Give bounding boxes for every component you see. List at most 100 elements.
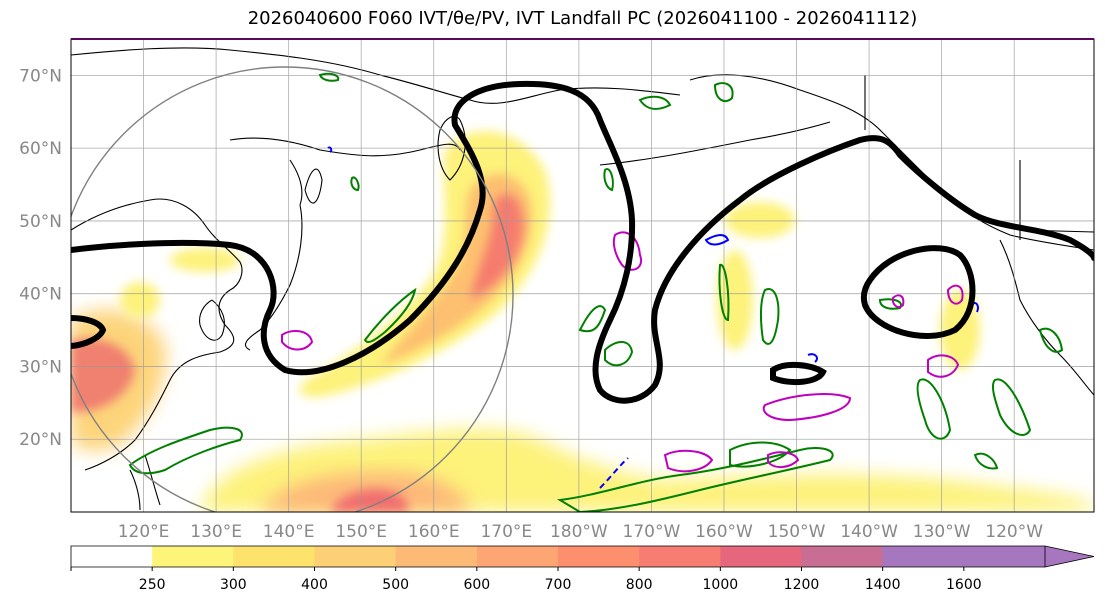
ivt-china-core xyxy=(71,338,135,412)
colorbar: 250 300 400 500 600 700 800 1000 1200 1400 1600 xyxy=(70,545,1095,593)
lon-label: 140°E xyxy=(263,522,315,542)
pv-magenta-2 xyxy=(281,329,314,351)
ivt-patch-2 xyxy=(725,202,795,238)
pv-blue-5 xyxy=(327,146,333,153)
landfall-circle xyxy=(71,66,514,512)
coast-aleutians xyxy=(599,121,831,166)
colorbar-segment xyxy=(395,546,478,567)
pv-magenta-4 xyxy=(663,449,714,473)
colorbar-tick-label: 800 xyxy=(626,577,653,593)
pv-green-6 xyxy=(759,288,780,345)
ivt-tropical-peak xyxy=(330,489,409,512)
pv-blue-1 xyxy=(704,234,730,246)
coast-japan xyxy=(245,159,303,351)
pv-green-14 xyxy=(603,168,614,192)
pv-green-1 xyxy=(363,287,417,343)
colorbar-segment xyxy=(152,546,234,567)
colorbar-tick-label: 1600 xyxy=(946,577,982,593)
theta-e-loop xyxy=(860,245,976,339)
coast-kamchatka xyxy=(437,115,466,181)
colorbar-tick-label: 1000 xyxy=(703,577,739,593)
lon-label: 160°W xyxy=(695,522,753,542)
colorbar-segment xyxy=(558,546,640,567)
colorbar-tick-label: 700 xyxy=(545,577,572,593)
pv-green-15 xyxy=(350,176,360,192)
colorbar-tick-label: 600 xyxy=(463,577,490,593)
pv-blue-3 xyxy=(807,353,818,363)
coast-alaska xyxy=(689,74,1094,251)
coast-okhotsk xyxy=(229,137,461,157)
colorbar-segment xyxy=(233,546,315,567)
lon-label: 140°W xyxy=(840,522,898,542)
pv-green-10 xyxy=(713,82,734,103)
lon-labels: 120°E 130°E 140°E 150°E 160°E 170°E 180°W 170°W… xyxy=(118,522,1044,542)
colorbar-tick-label: 1400 xyxy=(865,577,901,593)
lat-label: 30°N xyxy=(19,357,62,377)
colorbar-extend-arrow xyxy=(1044,545,1095,568)
pv-magenta-7 xyxy=(946,284,964,305)
theta-e-contours xyxy=(71,80,1094,404)
pv-magenta-6 xyxy=(927,354,960,378)
colorbar-segment xyxy=(639,546,721,567)
colorbar-tick-label: 1200 xyxy=(784,577,820,593)
lon-label: 180°W xyxy=(550,522,608,542)
lat-label: 20°N xyxy=(19,430,62,450)
pv-magenta-contours xyxy=(281,231,964,473)
lat-label: 60°N xyxy=(19,139,62,159)
ivt-shading xyxy=(71,131,1094,512)
pv-green-contours xyxy=(128,72,1064,512)
colorbar-tick-label: 250 xyxy=(139,577,166,593)
pv-green-12 xyxy=(973,452,999,470)
colorbar-segment xyxy=(314,546,397,567)
pv-magenta-3 xyxy=(762,393,852,422)
colorbar-segment xyxy=(882,546,965,567)
theta-e-west xyxy=(71,315,107,349)
map-background xyxy=(71,39,1094,512)
lon-label: 150°W xyxy=(768,522,826,542)
coast-asia xyxy=(71,198,243,471)
lat-label: 50°N xyxy=(19,212,62,232)
lon-label: 150°E xyxy=(335,522,387,542)
colorbar-tick-label: 500 xyxy=(382,577,409,593)
lon-label: 160°E xyxy=(408,522,460,542)
pv-green-13 xyxy=(729,441,792,468)
pv-blue-2 xyxy=(599,457,629,489)
lat-labels: 70°N 60°N 50°N 40°N 30°N 20°N xyxy=(19,66,62,450)
colorbar-segment xyxy=(720,546,802,567)
coast-sakhalin xyxy=(304,168,323,204)
lon-label: 130°E xyxy=(190,522,242,542)
pv-green-2 xyxy=(128,426,243,475)
lon-label: 120°E xyxy=(118,522,170,542)
pv-green-4 xyxy=(578,305,607,333)
lon-label: 120°W xyxy=(985,522,1043,542)
ivt-patch-1 xyxy=(170,248,240,272)
pv-green-3 xyxy=(557,447,834,512)
ivt-patch-5 xyxy=(120,282,160,318)
colorbar-segment xyxy=(476,546,559,567)
pv-green-16 xyxy=(318,72,340,82)
coast-northamerica xyxy=(999,239,1094,396)
pv-magenta-5 xyxy=(767,451,800,468)
pv-green-9 xyxy=(638,95,672,110)
colorbar-segment xyxy=(963,546,1046,567)
lat-label: 70°N xyxy=(19,66,62,86)
pv-green-11 xyxy=(1038,327,1064,353)
coast-korea xyxy=(199,299,225,341)
colorbar-segment xyxy=(801,546,884,567)
lon-label: 170°E xyxy=(480,522,532,542)
theta-e-small xyxy=(770,362,827,386)
theta-e-main xyxy=(71,80,1094,404)
lon-label: 170°W xyxy=(623,522,681,542)
colorbar-tick-label: 400 xyxy=(301,577,328,593)
pv-green-8 xyxy=(991,378,1032,436)
lon-label: 130°W xyxy=(913,522,971,542)
colorbar-tick-label: 300 xyxy=(220,577,247,593)
pv-green-5 xyxy=(604,341,634,367)
pv-magenta-8 xyxy=(891,294,905,308)
pv-green-7 xyxy=(916,378,952,440)
lat-label: 40°N xyxy=(19,285,62,305)
pv-green-17 xyxy=(718,263,730,322)
map-title: 2026040600 F060 IVT/θe/PV, IVT Landfall … xyxy=(247,8,918,29)
colorbar-segment xyxy=(71,546,153,567)
